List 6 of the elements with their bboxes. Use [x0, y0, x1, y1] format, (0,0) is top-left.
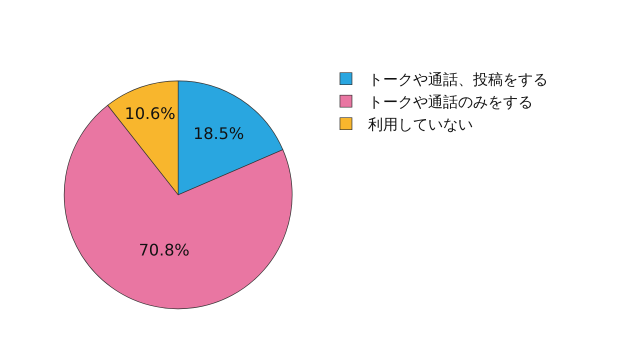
data-label: 18.5% — [193, 124, 244, 143]
legend-label: 利用していない — [368, 116, 473, 134]
data-label: 10.6% — [124, 104, 176, 124]
data-label: 70.8% — [138, 240, 190, 260]
legend-label: トークや通話、投稿をする — [368, 70, 548, 89]
legend-label: トークや通話のみをする — [368, 93, 533, 112]
